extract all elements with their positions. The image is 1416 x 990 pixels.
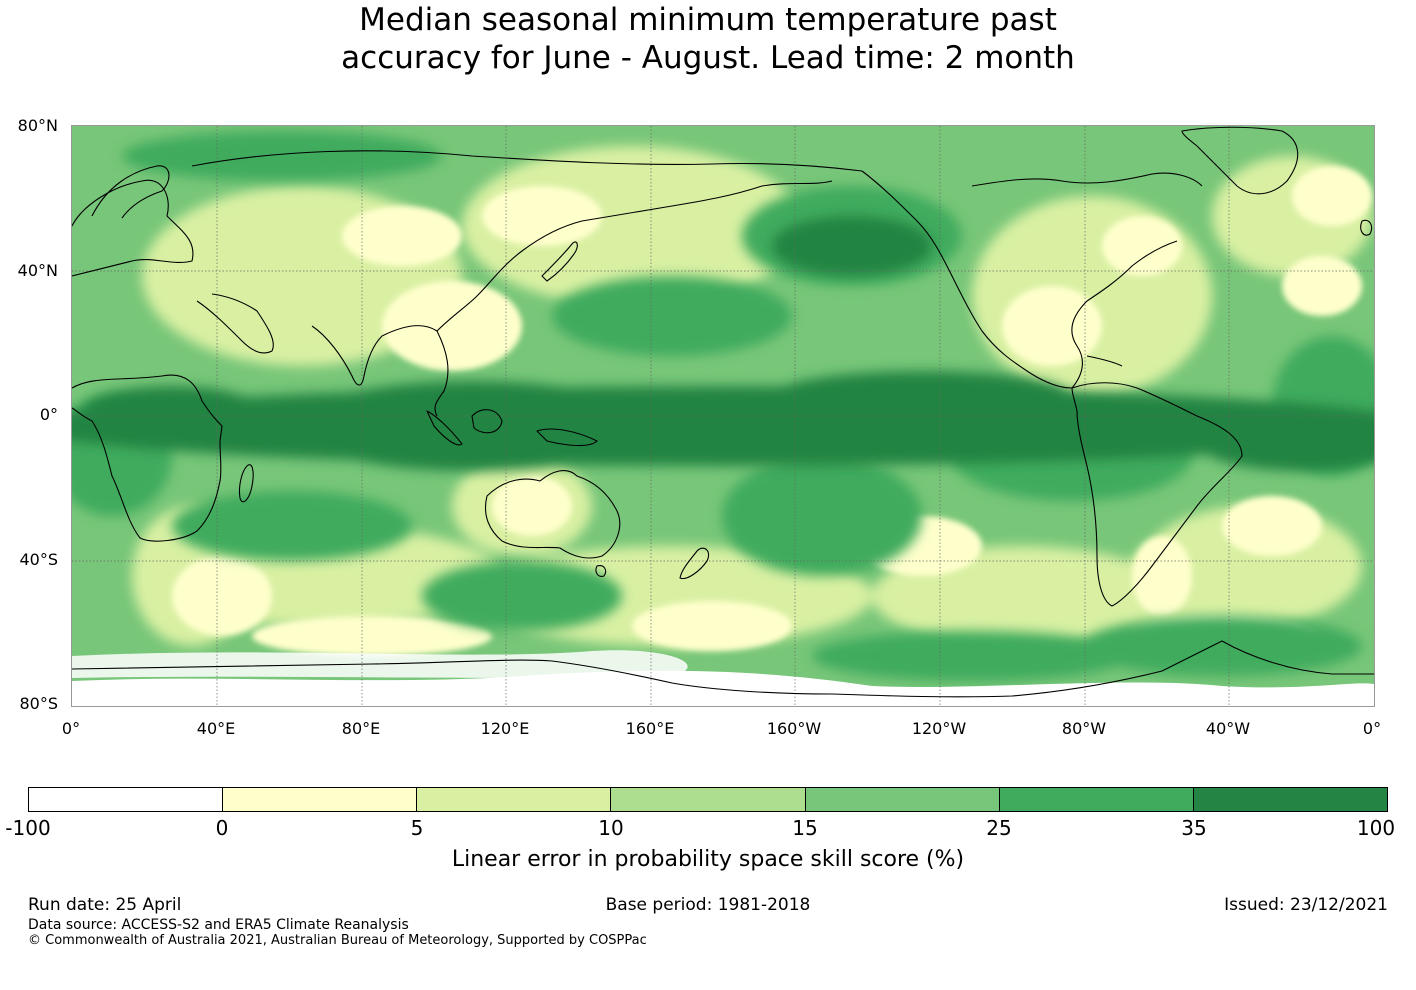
coast-south-america bbox=[1071, 382, 1243, 607]
base-period: Base period: 1981-2018 bbox=[605, 895, 811, 915]
colorbar-label: Linear error in probability space skill … bbox=[451, 847, 965, 872]
lon-label-160e: 160°E bbox=[625, 719, 675, 738]
colorbar-segment-1 bbox=[223, 788, 418, 811]
coast-borneo bbox=[471, 409, 503, 434]
coast-india bbox=[311, 325, 383, 386]
coast-antarctica bbox=[72, 640, 1374, 698]
skill-score-map bbox=[71, 125, 1375, 707]
coast-uk bbox=[1360, 219, 1373, 236]
coast-europe bbox=[72, 179, 194, 277]
colorbar-tick-label: 25 bbox=[986, 816, 1012, 840]
colorbar-tick-label: 100 bbox=[1356, 816, 1396, 840]
coast-canada-arctic bbox=[971, 172, 1203, 187]
colorbar-segment-3 bbox=[611, 788, 806, 811]
coast-madagascar bbox=[238, 464, 254, 503]
colorbar-segment-4 bbox=[805, 788, 1000, 811]
lon-label-160w: 160°W bbox=[766, 719, 822, 738]
lon-label-120e: 120°E bbox=[480, 719, 530, 738]
lon-label-40w: 40°W bbox=[1205, 719, 1251, 738]
coast-new-zealand bbox=[679, 547, 710, 580]
map-title-line-2: accuracy for June - August. Lead time: 2… bbox=[341, 40, 1075, 76]
coast-greenland bbox=[1181, 126, 1299, 195]
issued-date: Issued: 23/12/2021 bbox=[1224, 895, 1388, 915]
colorbar-tick-label: -100 bbox=[5, 816, 51, 840]
lat-label-40n: 40°N bbox=[17, 261, 58, 280]
coast-china bbox=[436, 220, 583, 332]
coast-seasia bbox=[381, 325, 449, 417]
coastlines bbox=[72, 126, 1374, 698]
coast-ne-asia bbox=[581, 180, 833, 222]
coast-sumatra bbox=[426, 410, 463, 446]
map-title-line-1: Median seasonal minimum temperature past bbox=[359, 2, 1057, 38]
lon-label-0-right: 0° bbox=[1362, 719, 1382, 738]
coast-siberia bbox=[191, 150, 863, 172]
lon-label-40e: 40°E bbox=[196, 719, 236, 738]
colorbar-tick-label: 10 bbox=[598, 816, 624, 840]
coast-na-east bbox=[1071, 240, 1178, 389]
coast-scandinavia bbox=[91, 165, 170, 219]
run-date: Run date: 25 April bbox=[28, 895, 182, 915]
coast-arabia bbox=[196, 293, 274, 354]
lat-label-40s: 40°S bbox=[19, 550, 58, 569]
coast-new-guinea bbox=[536, 428, 598, 447]
colorbar bbox=[28, 787, 1388, 812]
colorbar-segment-2 bbox=[417, 788, 612, 811]
lon-label-80e: 80°E bbox=[341, 719, 381, 738]
lat-label-80n: 80°N bbox=[17, 116, 58, 135]
coast-australia bbox=[484, 470, 621, 559]
lon-label-120w: 120°W bbox=[911, 719, 967, 738]
lat-label-80s: 80°S bbox=[19, 694, 58, 713]
field-antarctic-band bbox=[72, 670, 1374, 706]
data-source: Data source: ACCESS-S2 and ERA5 Climate … bbox=[28, 917, 409, 933]
lon-label-80w: 80°W bbox=[1061, 719, 1107, 738]
coast-alaska bbox=[861, 170, 1073, 389]
coast-africa bbox=[72, 374, 223, 542]
colorbar-tick-label: 15 bbox=[792, 816, 818, 840]
coast-tasmania bbox=[595, 565, 607, 577]
lon-label-0-left: 0° bbox=[61, 719, 81, 738]
colorbar-tick-label: 0 bbox=[215, 816, 229, 840]
colorbar-segment-0 bbox=[29, 788, 224, 811]
colorbar-segment-6 bbox=[1193, 788, 1387, 811]
coast-caribbean bbox=[1086, 355, 1123, 367]
colorbar-segment-5 bbox=[999, 788, 1194, 811]
map-gridlines bbox=[72, 126, 1374, 706]
colorbar-tick-label: 5 bbox=[410, 816, 424, 840]
skill-score-field bbox=[72, 126, 1374, 706]
coast-japan bbox=[541, 241, 578, 282]
colorbar-tick-label: 35 bbox=[1181, 816, 1207, 840]
lat-label-0: 0° bbox=[39, 405, 58, 424]
copyright: © Commonwealth of Australia 2021, Austra… bbox=[28, 933, 647, 948]
